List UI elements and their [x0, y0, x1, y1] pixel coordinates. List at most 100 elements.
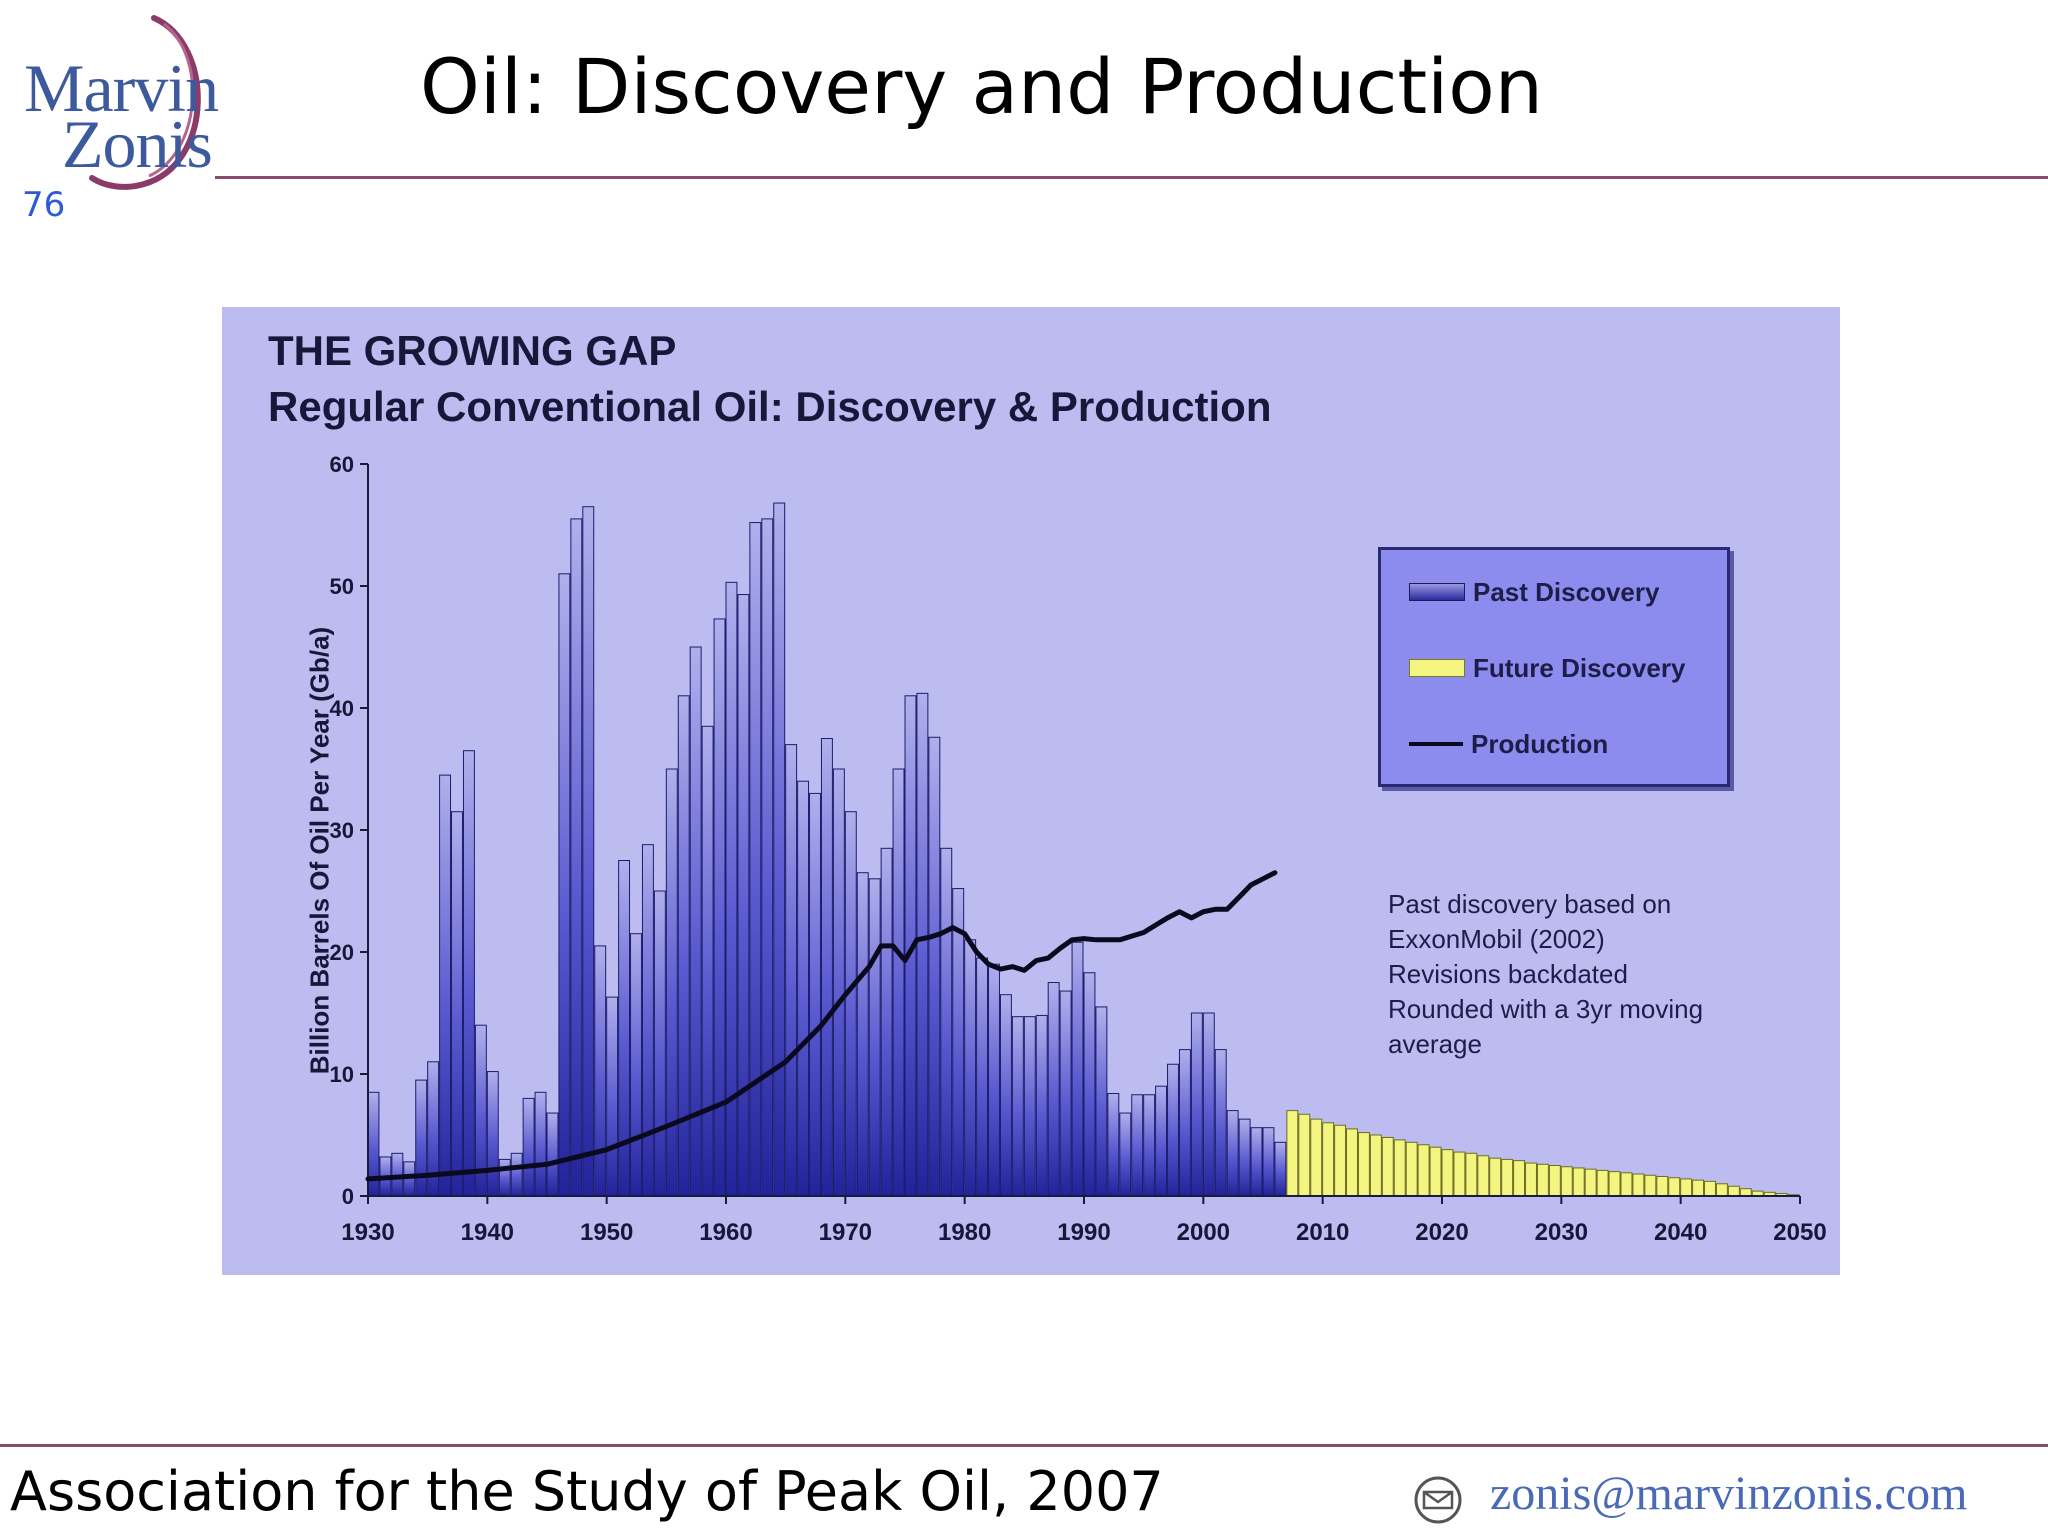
bar-past-discovery — [570, 518, 583, 1197]
bar-future-discovery — [1501, 1158, 1514, 1197]
bar-past-discovery — [439, 774, 452, 1197]
bar-past-discovery — [832, 768, 845, 1197]
bar-past-discovery — [797, 780, 810, 1197]
bar-future-discovery — [1298, 1113, 1311, 1197]
header-divider — [215, 176, 2048, 179]
logo-swoosh-icon — [89, 15, 201, 190]
bar-future-discovery — [1608, 1171, 1621, 1197]
logo-line-1: Marvin — [24, 50, 219, 126]
contact-email[interactable]: zonis@marvinzonis.com — [1490, 1467, 1968, 1520]
bar-past-discovery — [451, 811, 463, 1197]
bar-past-discovery — [1083, 972, 1096, 1197]
bar-future-discovery — [1369, 1134, 1382, 1197]
bar-past-discovery — [701, 725, 714, 1197]
bar-past-discovery — [1214, 1049, 1227, 1197]
bar-future-discovery — [1536, 1163, 1549, 1197]
bar-past-discovery — [1238, 1118, 1251, 1197]
bar-future-discovery — [1704, 1180, 1716, 1197]
bar-past-discovery — [534, 1091, 547, 1197]
bar-past-discovery — [928, 736, 941, 1197]
bar-past-discovery — [594, 945, 607, 1197]
annotation-line: Rounded with a 3yr moving — [1388, 994, 1704, 1024]
x-tick-label: 1930 — [341, 1219, 394, 1246]
chart-legend: Past Discovery Future Discovery Producti… — [1378, 547, 1730, 787]
slide-number: 76 — [22, 185, 66, 225]
legend-label-future: Future Discovery — [1473, 652, 1686, 683]
bar-future-discovery — [1489, 1157, 1502, 1197]
x-tick-label: 2020 — [1415, 1219, 1468, 1246]
x-tick-label: 1970 — [819, 1219, 872, 1246]
bar-future-discovery — [1322, 1122, 1335, 1197]
bar-future-discovery — [1286, 1110, 1299, 1197]
slide-title: Oil: Discovery and Production — [420, 42, 1543, 131]
bar-past-discovery — [940, 847, 953, 1197]
y-tick-label: 20 — [330, 940, 354, 965]
bar-future-discovery — [1548, 1165, 1561, 1197]
x-tick-label: 1960 — [699, 1219, 752, 1246]
bar-past-discovery — [1262, 1127, 1275, 1197]
logo-line-2: Zonis — [62, 106, 213, 182]
bar-past-discovery — [1107, 1093, 1120, 1197]
chart-subtitle: Regular Conventional Oil: Discovery & Pr… — [268, 383, 1272, 430]
bar-past-discovery — [749, 522, 762, 1197]
legend-swatch-future — [1409, 659, 1465, 677]
bar-past-discovery — [558, 573, 571, 1197]
bar-future-discovery — [1656, 1175, 1669, 1197]
annotation-line: Past discovery based on — [1388, 889, 1672, 919]
bar-past-discovery — [1178, 1049, 1191, 1197]
envelope-icon — [1414, 1476, 1462, 1524]
bar-past-discovery — [1131, 1094, 1144, 1197]
bar-future-discovery — [1596, 1169, 1609, 1197]
x-tick-label: 1950 — [580, 1219, 633, 1246]
bar-future-discovery — [1381, 1136, 1394, 1197]
bar-past-discovery — [761, 518, 774, 1197]
x-tick-label: 1990 — [1057, 1219, 1110, 1246]
bar-past-discovery — [486, 1071, 499, 1197]
x-tick-label: 2010 — [1296, 1219, 1349, 1246]
chart-annotation: Past discovery based on ExxonMobil (2002… — [1388, 887, 1788, 1062]
legend-label-production: Production — [1471, 728, 1609, 759]
bar-past-discovery — [1035, 1014, 1048, 1197]
bar-future-discovery — [1572, 1167, 1585, 1197]
bar-past-discovery — [809, 792, 821, 1197]
bar-past-discovery — [856, 872, 869, 1197]
bar-future-discovery — [1417, 1144, 1430, 1197]
bar-past-discovery — [773, 502, 786, 1197]
annotation-line: Revisions backdated — [1388, 959, 1628, 989]
bar-future-discovery — [1465, 1152, 1478, 1197]
bar-future-discovery — [1405, 1141, 1418, 1197]
legend-entry-past-discovery: Past Discovery — [1409, 572, 1659, 612]
x-tick-label: 2030 — [1535, 1219, 1588, 1246]
bar-future-discovery — [1632, 1173, 1645, 1197]
bar-past-discovery — [1095, 1006, 1108, 1197]
bar-future-discovery — [1346, 1128, 1358, 1197]
bar-future-discovery — [1513, 1160, 1526, 1197]
bar-future-discovery — [1680, 1178, 1693, 1197]
source-citation: Association for the Study of Peak Oil, 2… — [10, 1460, 1164, 1523]
bar-future-discovery — [1584, 1168, 1597, 1197]
bar-future-discovery — [1357, 1132, 1370, 1197]
annotation-line: ExxonMobil (2002) — [1388, 924, 1605, 954]
bar-past-discovery — [546, 1112, 559, 1197]
x-tick-label: 2000 — [1177, 1219, 1230, 1246]
chart-title: THE GROWING GAP — [268, 327, 677, 374]
bar-past-discovery — [1011, 1016, 1024, 1197]
legend-entry-future-discovery: Future Discovery — [1409, 648, 1685, 688]
y-axis-label: Billion Barrels Of Oil Per Year (Gb/a) — [304, 626, 335, 1075]
bar-future-discovery — [1453, 1151, 1466, 1197]
chart-panel: 0 10 20 30 40 50 60 1930 1940 1950 1960 1970 1980 199… — [222, 307, 1840, 1275]
bar-future-discovery — [1429, 1146, 1442, 1197]
bar-past-discovery — [785, 744, 798, 1197]
bar-past-discovery — [1202, 1012, 1215, 1197]
bar-past-discovery — [1143, 1094, 1156, 1197]
bar-past-discovery — [1226, 1110, 1239, 1197]
bar-past-discovery — [1119, 1112, 1132, 1197]
bar-future-discovery — [1715, 1183, 1728, 1197]
bar-past-discovery — [844, 811, 857, 1197]
x-tick-label: 2040 — [1654, 1219, 1707, 1246]
y-tick-label: 40 — [330, 696, 354, 721]
bar-past-discovery — [415, 1079, 428, 1197]
footer-divider — [0, 1444, 2048, 1447]
bar-past-discovery — [713, 618, 726, 1197]
